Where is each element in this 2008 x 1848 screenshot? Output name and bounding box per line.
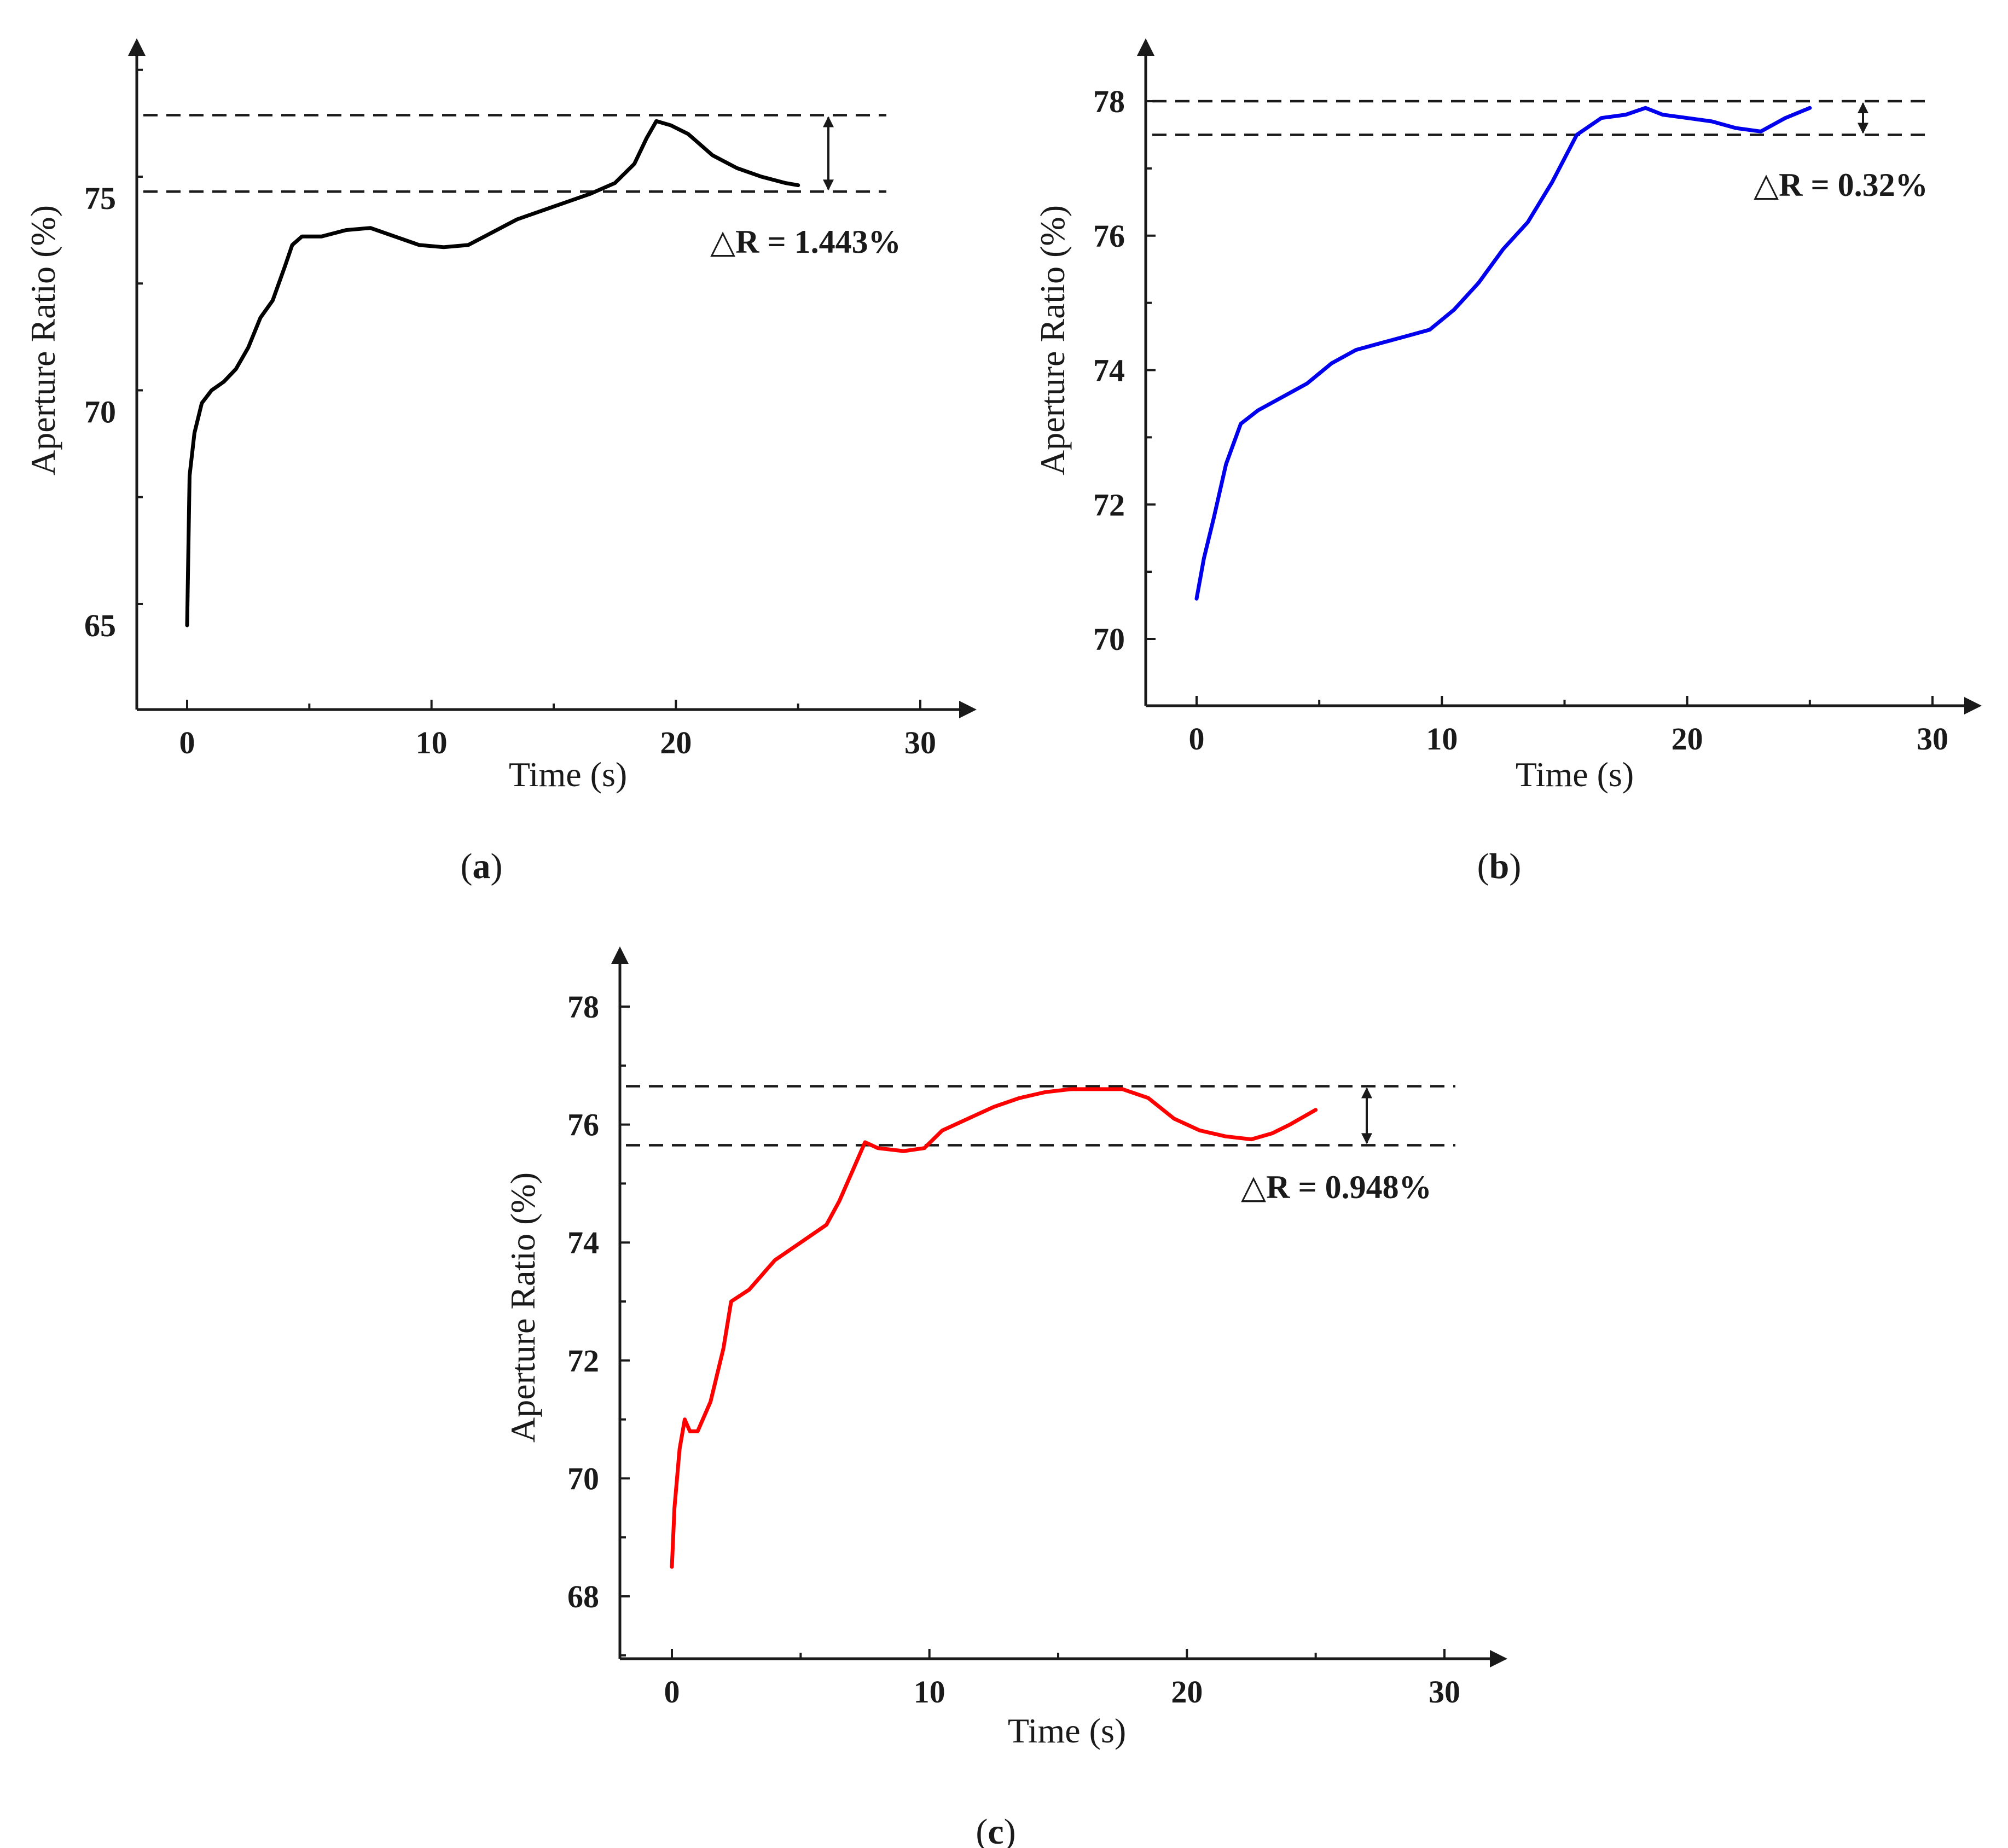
x-axis-arrowhead [1964, 697, 1982, 714]
y-tick-label: 65 [84, 608, 116, 643]
range-arrowhead-down [1361, 1133, 1372, 1144]
x-axis-arrowhead [1490, 1650, 1507, 1667]
y-axis-arrowhead [128, 38, 146, 56]
y-tick-label: 72 [567, 1343, 599, 1379]
y-axis-arrowhead [1137, 38, 1154, 56]
y-tick-label: 78 [567, 989, 599, 1025]
x-tick-label: 0 [664, 1674, 680, 1710]
y-tick-label: 70 [84, 394, 116, 430]
y-axis-title: Aperture Ratio (%) [24, 205, 62, 475]
y-tick-label: 68 [567, 1579, 599, 1614]
y-axis-title: Aperture Ratio (%) [503, 1172, 542, 1443]
x-tick-label: 0 [179, 725, 195, 760]
y-axis-title: Aperture Ratio (%) [1033, 205, 1072, 475]
range-arrowhead-down [1858, 123, 1868, 134]
x-tick-label: 30 [1429, 1674, 1460, 1710]
x-tick-label: 10 [1426, 721, 1458, 757]
x-tick-label: 0 [1189, 721, 1205, 757]
y-tick-label: 78 [1093, 84, 1125, 119]
x-tick-label: 30 [1917, 721, 1948, 757]
range-arrowhead-up [1361, 1087, 1372, 1099]
delta-r-annotation: △R = 0.948% [1241, 1169, 1432, 1205]
y-axis-arrowhead [611, 946, 629, 964]
panel-label: (a) [461, 846, 503, 886]
y-tick-label: 74 [567, 1225, 599, 1260]
x-axis-arrowhead [959, 701, 977, 718]
range-arrowhead-up [1858, 102, 1868, 113]
chart-panel-a: 0 10 20 30 65 70 75 Time (s) Aperture Ratio (%) △… [24, 38, 977, 886]
y-tick-label: 70 [1093, 621, 1125, 657]
y-tick-label: 76 [1093, 218, 1125, 254]
data-series-line [185, 119, 800, 627]
x-axis-title: Time (s) [1516, 755, 1634, 794]
x-tick-label: 10 [416, 725, 448, 760]
y-tick-label: 70 [567, 1461, 599, 1496]
delta-r-annotation: △R = 0.32% [1754, 167, 1928, 203]
y-tick-label: 75 [84, 181, 116, 216]
y-tick-label: 72 [1093, 487, 1125, 522]
x-tick-label: 30 [904, 725, 936, 760]
delta-r-annotation: △R = 1.443% [710, 224, 901, 260]
panel-label: (b) [1477, 846, 1522, 886]
y-tick-label: 74 [1093, 353, 1125, 388]
chart-panel-c: 0 10 20 30 68 70 72 74 76 78 Time (s) Aperture Rati… [503, 946, 1507, 1848]
x-tick-label: 20 [1171, 1674, 1203, 1710]
y-tick-label: 76 [567, 1107, 599, 1143]
chart-panel-b: 0 10 20 30 70 72 74 76 78 Time (s) Aperture Ratio … [1033, 38, 1982, 886]
x-tick-label: 20 [1672, 721, 1703, 757]
range-arrowhead-up [823, 116, 834, 127]
range-arrowhead-down [823, 179, 834, 191]
data-series-line [670, 1087, 1318, 1569]
x-axis-title: Time (s) [1008, 1711, 1126, 1750]
panel-label: (c) [976, 1812, 1015, 1848]
x-tick-label: 10 [914, 1674, 945, 1710]
x-axis-title: Time (s) [509, 755, 627, 794]
data-series-line [1194, 106, 1812, 601]
x-tick-label: 20 [660, 725, 692, 760]
